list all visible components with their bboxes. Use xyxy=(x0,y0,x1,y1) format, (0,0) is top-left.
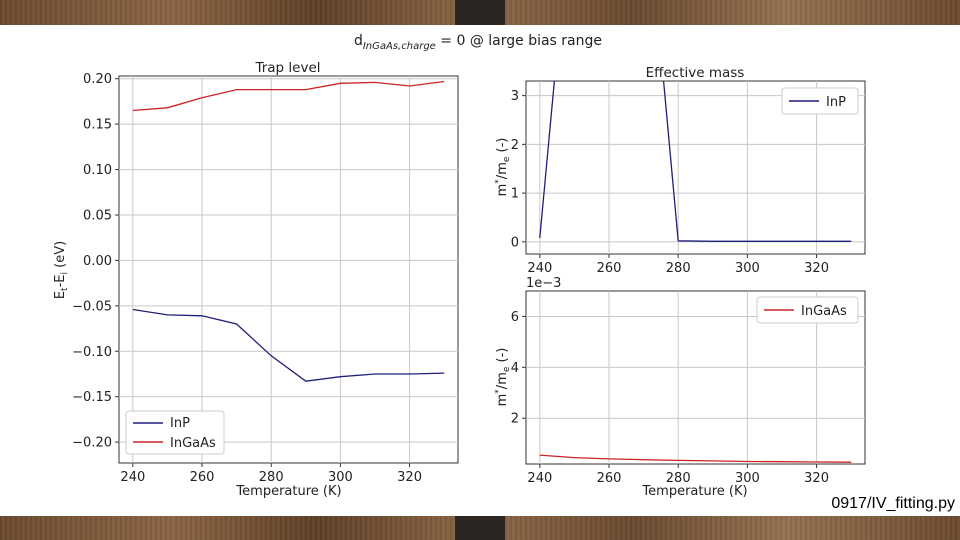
x-tick-label: 260 xyxy=(190,470,215,485)
y-tick-label: −0.05 xyxy=(72,299,112,314)
legend-label-inp: InP xyxy=(170,416,190,431)
legend-label-ingaas-2: InGaAs xyxy=(801,304,847,319)
y-tick-label: 6 xyxy=(511,310,519,325)
y-tick-label: −0.20 xyxy=(72,436,112,451)
y-tick-label: −0.15 xyxy=(72,390,112,405)
effective-mass-inp-ylabel: m*/me (-) xyxy=(494,138,512,197)
y-tick-label: 0.05 xyxy=(83,208,112,223)
x-tick-label: 280 xyxy=(259,470,284,485)
x-tick-label: 240 xyxy=(120,470,145,485)
trap-level-xlabel: Temperature (K) xyxy=(235,484,341,499)
series-line-inp xyxy=(132,308,445,382)
y-tick-label: 4 xyxy=(511,361,519,376)
binder-clip-bottom xyxy=(455,516,505,540)
effective-mass-inp-legend: InP xyxy=(781,87,859,115)
x-tick-label: 300 xyxy=(735,471,760,486)
x-tick-label: 320 xyxy=(804,261,829,276)
y-tick-label: 0.10 xyxy=(83,163,112,178)
effective-mass-ingaas-ylabel: m*/me (-) xyxy=(494,348,512,407)
trap-level-ylabel: Et-Ei (eV) xyxy=(53,241,70,299)
y-tick-label: 0.15 xyxy=(83,118,112,133)
series-line-ingaas xyxy=(132,80,445,112)
y-tick-label: 2 xyxy=(511,412,519,427)
trap-level-legend: InP InGaAs xyxy=(125,410,225,455)
x-tick-label: 300 xyxy=(328,470,353,485)
y-tick-label: 3 xyxy=(511,89,519,104)
legend-label-ingaas: InGaAs xyxy=(170,436,216,451)
x-tick-label: 240 xyxy=(527,471,552,486)
effective-mass-scale-label: 1e−3 xyxy=(526,276,561,291)
effective-mass-inp-plot: 240 260 280 300 320 0 1 2 3 Effective mass m*/me… xyxy=(494,65,866,276)
footer-filename: 0917/IV_fitting.py xyxy=(815,492,957,516)
trap-level-axes xyxy=(118,75,459,464)
main-title: dInGaAs,charge = 0 @ large bias range xyxy=(354,33,602,52)
x-tick-label: 260 xyxy=(597,261,622,276)
y-tick-label: −0.10 xyxy=(72,345,112,360)
legend-label-inp-2: InP xyxy=(826,95,846,110)
x-tick-label: 260 xyxy=(597,471,622,486)
series-line-inp xyxy=(539,81,852,242)
effective-mass-ingaas-legend: InGaAs xyxy=(756,296,859,324)
x-tick-label: 240 xyxy=(527,261,552,276)
binder-clip-top xyxy=(455,0,505,25)
x-tick-label: 300 xyxy=(735,261,760,276)
effective-mass-ingaas-xlabel: Temperature (K) xyxy=(641,484,747,499)
y-tick-label: 1 xyxy=(511,187,519,202)
x-tick-label: 280 xyxy=(666,261,691,276)
y-tick-label: 0 xyxy=(511,235,519,250)
x-tick-label: 320 xyxy=(804,471,829,486)
y-tick-label: 0.20 xyxy=(83,72,112,87)
series-line-ingaas xyxy=(539,454,852,463)
x-tick-label: 320 xyxy=(397,470,422,485)
trap-level-title: Trap level xyxy=(254,60,320,76)
effective-mass-title: Effective mass xyxy=(646,65,745,81)
y-tick-label: 2 xyxy=(511,138,519,153)
x-tick-label: 280 xyxy=(666,471,691,486)
trap-level-plot: 240 260 280 300 320 −0.20 −0.15 −0.10 −0.05 0.00 0… xyxy=(53,60,459,499)
effective-mass-ingaas-axes xyxy=(525,290,866,465)
effective-mass-inp-axes xyxy=(525,80,866,255)
y-tick-label: 0.00 xyxy=(83,254,112,269)
